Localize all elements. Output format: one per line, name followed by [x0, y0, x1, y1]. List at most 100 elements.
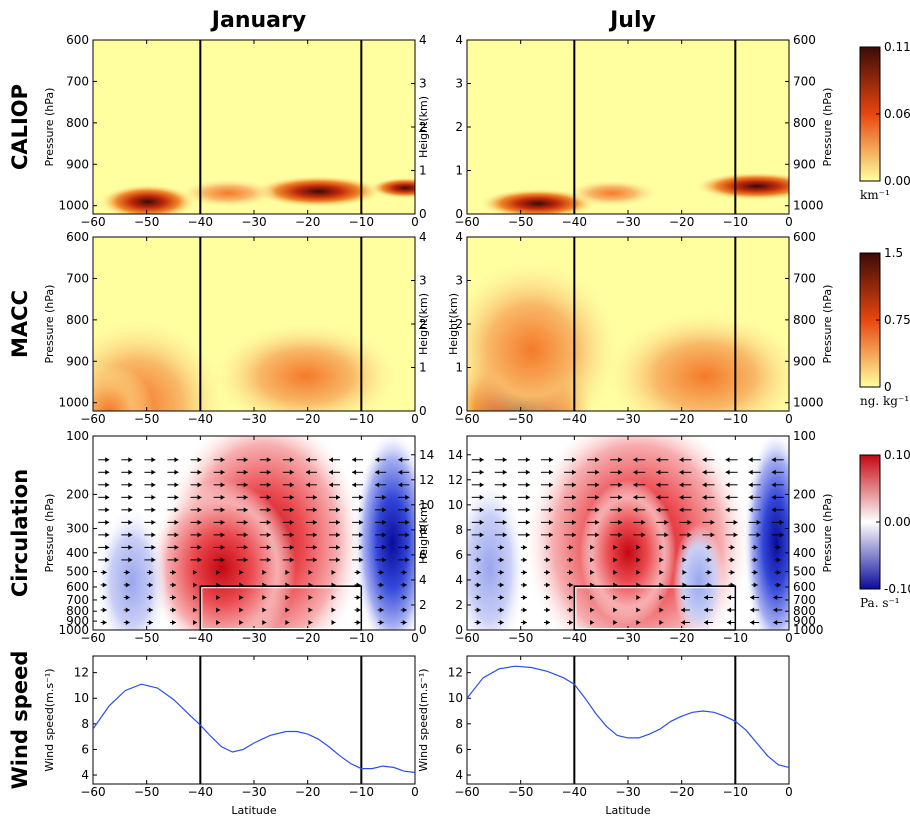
- panel-circulation-july-arrow-head: [572, 494, 577, 500]
- panel-circulation-january-ytick-label: 900: [66, 614, 89, 628]
- panel-circulation-january-arrow-head: [382, 557, 387, 563]
- panel-circulation-july-arrow-head: [659, 619, 664, 625]
- panel-circulation-january-arrow-head: [220, 482, 225, 488]
- panel-circulation-january-arrow-head: [220, 519, 225, 525]
- panel-circulation-july-arrow-head: [682, 557, 687, 563]
- panel-circulation-july-arrow-head: [525, 532, 530, 538]
- panel-macc-january-y2tick-label: 4: [419, 230, 427, 244]
- panel-circulation-january-arrow-head: [197, 519, 202, 525]
- panel-wind-speed-july-xlabel: Latitude: [605, 804, 651, 817]
- panel-circulation-january-arrow-head: [289, 507, 294, 513]
- panel-wind-speed-january-xlabel: Latitude: [231, 804, 277, 817]
- panel-circulation-january-arrow-head: [289, 532, 294, 538]
- panel-circulation-january-arrow-head: [151, 544, 156, 550]
- panel-circulation-july-arrow-head: [725, 494, 730, 500]
- panel-circulation-january-arrow-head: [243, 507, 248, 513]
- panel-circulation-july-arrow-head: [636, 607, 641, 613]
- panel-circulation-july-arrow-head: [613, 594, 618, 600]
- panel-circulation-january-arrow-head: [375, 457, 380, 463]
- panel-circulation-january-arrow-head: [148, 582, 153, 588]
- panel-circulation-january-arrow-head: [128, 457, 133, 463]
- panel-circulation-july-arrow-head: [499, 582, 504, 588]
- panel-circulation-july-arrow-head: [776, 569, 781, 575]
- panel-circulation-july-arrow-head: [773, 619, 778, 625]
- panel-circulation-january-arrow-head: [402, 619, 407, 625]
- panel-circulation-january-arrow-head: [262, 607, 267, 613]
- panel-circulation-january-xtick-label: −10: [349, 631, 374, 645]
- panel-caliop-july-y2tick-label: 800: [793, 116, 816, 130]
- panel-circulation-january-arrow-head: [125, 594, 130, 600]
- panel-macc-january-xtick-label: −20: [295, 412, 320, 426]
- panel-circulation-july-arrow-head: [618, 457, 623, 463]
- panel-circulation-july-arrow-head: [502, 507, 507, 513]
- panel-circulation-january-arrow-head: [262, 569, 267, 575]
- panel-caliop-july-ytick-label: 3: [455, 77, 463, 91]
- panel-circulation-january-arrow-head: [243, 519, 248, 525]
- panel-circulation-july-arrow-head: [702, 482, 707, 488]
- panel-circulation-january-arrow-head: [105, 519, 110, 525]
- panel-circulation-july-arrow-head: [613, 557, 618, 563]
- panel-circulation-july-arrow-head: [633, 482, 638, 488]
- panel-caliop-july-y2tick-label: 600: [793, 33, 816, 47]
- panel-circulation-july-arrow-head: [545, 607, 550, 613]
- panel-wind-speed-january-frame: [92, 655, 416, 785]
- panel-macc-january-y2tick-label: 1: [419, 361, 427, 375]
- panel-circulation-january-arrow-head: [151, 557, 156, 563]
- panel-circulation-january-arrow-head: [285, 619, 290, 625]
- panel-circulation-july-arrow-head: [641, 519, 646, 525]
- panel-circulation-january-arrow-head: [193, 594, 198, 600]
- panel-circulation-january-arrow-head: [352, 482, 357, 488]
- panel-caliop-july-blob: [695, 172, 789, 201]
- panel-circulation-january-xtick-label: −50: [134, 631, 159, 645]
- panel-circulation-july-arrow-head: [680, 594, 685, 600]
- panel-macc-january-field: [93, 317, 399, 411]
- panel-macc-january-blob: [212, 322, 399, 411]
- panel-circulation-january-arrow-head: [289, 494, 294, 500]
- panel-circulation-july-arrow-head: [502, 482, 507, 488]
- panel-circulation-january-arrow-head: [243, 482, 248, 488]
- panel-circulation-july-wind-arrows: [471, 457, 784, 625]
- panel-circulation-january-arrow-head: [105, 544, 110, 550]
- panel-circulation-january-arrow-head: [312, 544, 317, 550]
- panel-circulation-july-arrow-head: [548, 519, 553, 525]
- panel-circulation-july-arrow-head: [707, 582, 712, 588]
- panel-circulation-july-arrow-head: [569, 569, 574, 575]
- panel-circulation-january-arrow-head: [382, 494, 387, 500]
- panel-caliop-july-ytick-label: 2: [455, 120, 463, 134]
- panel-circulation-january-blob: [147, 480, 296, 630]
- panel-circulation-january-arrow-head: [356, 569, 361, 575]
- panel-circulation-july-arrow-head: [590, 544, 595, 550]
- panel-circulation-july-y2tick-label: 900: [793, 614, 816, 628]
- panel-circulation-july-arrow-head: [545, 557, 550, 563]
- panel-caliop-january-xtick-label: −60: [80, 215, 105, 229]
- panel-circulation-july-arrow-head: [682, 582, 687, 588]
- panel-circulation-july-arrow-head: [656, 469, 661, 475]
- panel-circulation-july-arrow-head: [590, 594, 595, 600]
- panel-wind-speed-july-xtick-label: −40: [562, 785, 587, 799]
- panel-wind-speed-july-xtick-label: −10: [723, 785, 748, 799]
- panel-circulation-july-arrow-head: [727, 607, 732, 613]
- panel-circulation-january-arrow-head: [102, 607, 107, 613]
- panel-caliop-july-xtick-label: 0: [785, 215, 793, 229]
- panel-macc-january-ylabel: Pressure (hPa): [43, 285, 56, 364]
- panel-circulation-july-arrow-head: [710, 532, 715, 538]
- panel-circulation-january-arrow-head: [174, 557, 179, 563]
- panel-circulation-july-blob: [579, 479, 677, 626]
- panel-circulation-july-arrow-head: [502, 519, 507, 525]
- panel-macc-july-ylabel: Height(km): [417, 293, 430, 355]
- panel-circulation-january-y2tick-label: 14: [419, 448, 434, 462]
- panel-circulation-july-ytick-label: 12: [448, 473, 463, 487]
- panel-caliop-january-blob: [179, 179, 277, 208]
- panel-circulation-july-arrow-head: [522, 544, 527, 550]
- panel-circulation-july-arrow-head: [595, 519, 600, 525]
- panel-circulation-january-arrow-head: [359, 507, 364, 513]
- panel-circulation-july-arrow-head: [499, 594, 504, 600]
- panel-circulation-july-ytick-label: 2: [455, 598, 463, 612]
- panel-circulation-july-arrow-head: [659, 569, 664, 575]
- panel-circulation-january-arrow-head: [308, 569, 313, 575]
- panel-circulation-january-arrow-head: [174, 469, 179, 475]
- panel-circulation-january-ytick-label: 800: [66, 604, 89, 618]
- panel-circulation-july-y2tick-label: 200: [793, 487, 816, 501]
- panel-circulation-january-arrow-head: [125, 619, 130, 625]
- panel-circulation-july-ylabel: Height(km): [417, 502, 430, 564]
